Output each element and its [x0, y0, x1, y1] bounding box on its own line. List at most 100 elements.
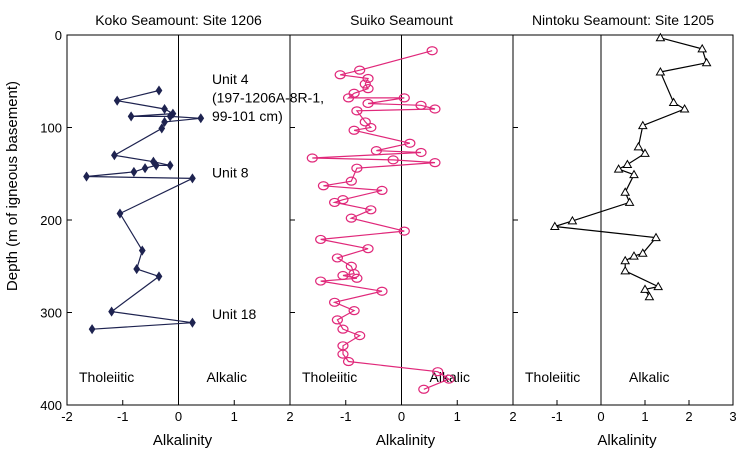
y-tick-label: 200 — [40, 213, 62, 228]
data-point-circle — [306, 153, 318, 163]
data-point-circle — [418, 384, 430, 394]
x-tick-label: 0 — [398, 409, 405, 424]
data-point-circle — [348, 269, 360, 279]
data-point-triangle — [620, 187, 631, 196]
data-point-circle — [362, 73, 374, 84]
data-point-circle — [351, 106, 363, 116]
data-point-triangle — [655, 32, 666, 42]
y-tick-label: 300 — [40, 306, 62, 321]
data-point-circle — [348, 88, 360, 98]
data-point-triangle — [679, 103, 690, 113]
data-point-circle — [317, 181, 330, 191]
series-line — [312, 50, 451, 390]
data-point-circle — [432, 367, 444, 377]
data-point-diamond — [141, 163, 149, 174]
data-point-circle — [351, 273, 363, 283]
data-point-diamond — [166, 111, 174, 122]
data-point-diamond — [88, 324, 96, 335]
series-line — [86, 89, 201, 330]
data-point-circle — [337, 270, 349, 281]
panel-3: Nintoku Seamount: Site 1205 -1 0 1 2 3 Alkalin… — [512, 12, 737, 449]
data-point-circle — [345, 213, 357, 223]
data-point-circle — [426, 46, 438, 56]
x-tick-label: 3 — [729, 409, 736, 424]
x-axis-label: Alkalinity — [597, 432, 657, 449]
data-point-circle — [337, 324, 349, 334]
data-point-circle — [376, 185, 388, 195]
y-axis-label: Depth (m of igneous basement) — [4, 81, 21, 291]
data-point-triangle — [697, 43, 708, 53]
data-point-circle — [331, 253, 343, 263]
data-point-triangle — [622, 159, 633, 168]
data-point-triangle — [640, 284, 650, 293]
data-point-circle — [398, 93, 410, 103]
x-tick-label: 2 — [685, 409, 692, 424]
data-point-diamond — [161, 116, 168, 127]
annotation-label: (197-1206A-8R-1, — [212, 90, 324, 106]
data-point-triangle — [640, 148, 650, 157]
data-point-circle — [348, 125, 360, 135]
data-point-triangle — [620, 265, 631, 275]
data-point-triangle — [668, 97, 679, 107]
data-point-circle — [354, 65, 366, 75]
data-point-diamond — [127, 111, 135, 122]
data-point-circle — [376, 286, 388, 296]
data-point-triangle — [629, 251, 639, 260]
data-point-circle — [398, 226, 410, 236]
annotation-label: 99-101 cm) — [212, 108, 283, 124]
data-point-triangle — [624, 197, 635, 206]
data-point-circle — [351, 163, 363, 173]
data-point-diamond — [130, 166, 138, 177]
data-point-diamond — [133, 263, 141, 275]
data-point-diamond — [197, 113, 205, 124]
data-point-triangle — [637, 120, 648, 130]
data-point-circle — [331, 315, 343, 325]
data-point-diamond — [166, 160, 174, 171]
data-point-circle — [359, 79, 371, 89]
data-point-diamond — [152, 160, 160, 171]
plot-frame — [512, 34, 734, 406]
data-point-diamond — [138, 245, 146, 256]
data-point-circle — [348, 306, 360, 316]
data-point-circle — [342, 93, 355, 103]
data-point-circle — [342, 356, 355, 367]
data-point-diamond — [155, 85, 163, 96]
data-point-circle — [359, 117, 371, 127]
data-point-circle — [429, 104, 441, 114]
data-point-circle — [354, 331, 366, 341]
data-point-circle — [365, 122, 377, 133]
data-point-triangle — [620, 255, 631, 265]
y-tick-label: 400 — [40, 398, 62, 413]
panel-title: Nintoku Seamount: Site 1205 — [532, 12, 714, 28]
data-point-circle — [415, 147, 427, 158]
data-point-circle — [362, 244, 374, 254]
region-label-tholeiitic: Tholeiitic — [79, 369, 134, 385]
data-point-diamond — [108, 306, 115, 317]
panel-1: Koko Seamount: Site 1206 -2 -1 0 1 2 0 100 200 30… — [40, 12, 324, 449]
data-point-triangle — [629, 169, 639, 179]
data-point-circle — [329, 197, 341, 208]
region-label-tholeiitic: Tholeiitic — [302, 369, 357, 385]
data-point-diamond — [158, 123, 166, 134]
data-point-triangle — [651, 232, 661, 242]
data-point-circle — [443, 374, 455, 384]
data-point-diamond — [116, 208, 124, 219]
x-tick-label: -1 — [551, 409, 563, 424]
x-tick-label: 2 — [509, 409, 516, 424]
region-label-alkalic: Alkalic — [207, 369, 247, 385]
data-point-circle — [315, 234, 327, 245]
data-point-diamond — [83, 171, 90, 182]
annotation-label: Unit 4 — [212, 71, 249, 87]
data-point-circle — [337, 349, 349, 359]
data-point-circle — [362, 98, 374, 109]
x-tick-label: 0 — [175, 409, 182, 424]
data-point-circle — [362, 84, 374, 94]
data-point-triangle — [549, 221, 560, 230]
data-point-circle — [387, 155, 399, 165]
y-tick-label: 0 — [55, 28, 62, 43]
data-point-triangle — [644, 291, 655, 301]
x-tick-label: 1 — [231, 409, 238, 424]
data-point-circle — [404, 138, 416, 148]
